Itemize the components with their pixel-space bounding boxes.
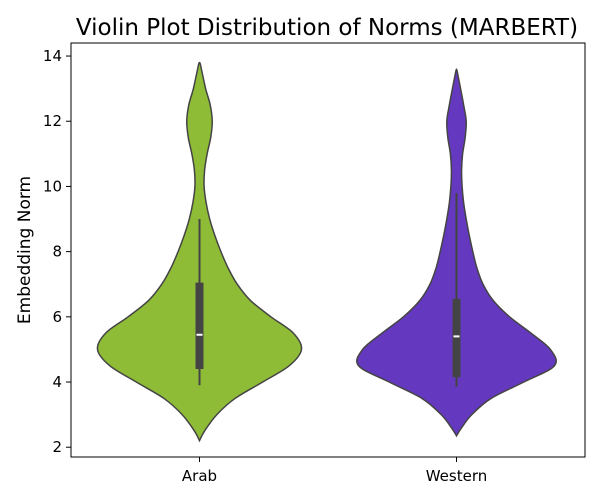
iqr-box-western bbox=[452, 298, 461, 378]
y-axis-label: Embedding Norm bbox=[15, 176, 35, 324]
y-tick-label-4: 4 bbox=[52, 373, 62, 391]
plot-frame bbox=[70, 42, 586, 458]
chart-title: Violin Plot Distribution of Norms (MARBE… bbox=[76, 15, 578, 41]
iqr-box-arab bbox=[195, 282, 204, 369]
y-tick-label-14: 14 bbox=[43, 47, 62, 65]
y-tick-label-8: 8 bbox=[52, 243, 62, 261]
y-tick-label-10: 10 bbox=[43, 177, 62, 195]
plot-area bbox=[96, 61, 557, 443]
y-tick-label-6: 6 bbox=[52, 308, 62, 326]
y-tick-label-2: 2 bbox=[52, 438, 62, 456]
y-tick-label-12: 12 bbox=[43, 112, 62, 130]
x-tick-label-western: Western bbox=[426, 467, 488, 485]
x-tick-label-arab: Arab bbox=[182, 467, 217, 485]
